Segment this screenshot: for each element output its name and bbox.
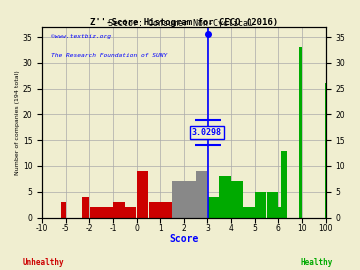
Bar xyxy=(299,47,302,218)
Bar xyxy=(82,197,89,218)
Bar xyxy=(161,202,172,218)
Text: ©www.textbiz.org: ©www.textbiz.org xyxy=(51,34,111,39)
Bar xyxy=(220,176,231,218)
Bar xyxy=(172,181,184,218)
Bar xyxy=(278,207,281,218)
Bar xyxy=(61,202,66,218)
Bar xyxy=(125,207,136,218)
Bar xyxy=(255,192,266,218)
Bar xyxy=(282,150,287,218)
Bar xyxy=(243,207,255,218)
Bar xyxy=(208,197,219,218)
Bar xyxy=(196,171,207,218)
Bar xyxy=(113,202,125,218)
Bar xyxy=(149,202,160,218)
Text: The Research Foundation of SUNY: The Research Foundation of SUNY xyxy=(51,53,167,58)
Text: Sector: Consumer Non-Cyclical: Sector: Consumer Non-Cyclical xyxy=(108,19,252,28)
Bar xyxy=(267,192,278,218)
Y-axis label: Number of companies (194 total): Number of companies (194 total) xyxy=(15,70,20,174)
Bar xyxy=(184,181,195,218)
Text: 3.0298: 3.0298 xyxy=(192,128,222,137)
Bar xyxy=(137,171,148,218)
Bar xyxy=(90,207,113,218)
Bar xyxy=(231,181,243,218)
X-axis label: Score: Score xyxy=(169,234,199,244)
Text: Unhealthy: Unhealthy xyxy=(22,258,64,267)
Title: Z''-Score Histogram for CECO (2016): Z''-Score Histogram for CECO (2016) xyxy=(90,18,278,27)
Text: Healthy: Healthy xyxy=(301,258,333,267)
